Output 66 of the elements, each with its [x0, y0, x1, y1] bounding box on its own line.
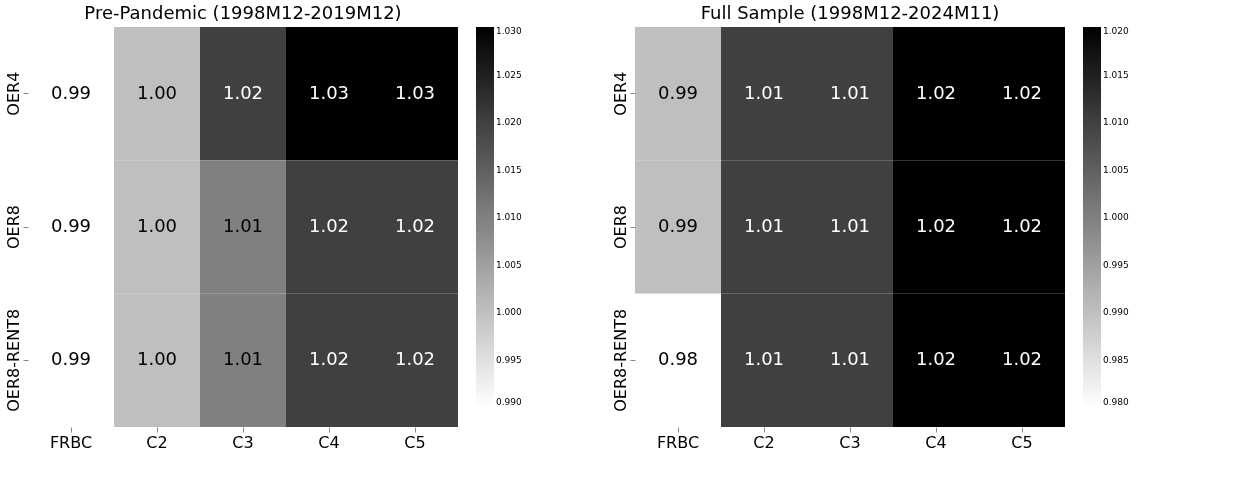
color-bar-label: 0.990 — [1103, 307, 1130, 317]
x-tick-label: C5 — [404, 432, 426, 452]
data-label: 0.99 — [50, 215, 92, 236]
data-label: 1.01 — [743, 215, 785, 236]
color-bar-label: 0.995 — [1103, 259, 1129, 270]
data-label: 1.00 — [136, 81, 178, 103]
data-label: 1.03 — [308, 81, 350, 103]
data-label: 1.01 — [743, 81, 785, 103]
data-label: 1.03 — [394, 81, 436, 103]
x-tick-label: C4 — [925, 432, 947, 452]
y-tick-label: OER8 — [610, 205, 630, 249]
data-label: 0.99 — [50, 348, 92, 370]
color-bar-label: 1.015 — [496, 164, 522, 175]
color-bar-label: 0.985 — [1103, 354, 1129, 365]
color-bar-label: 1.010 — [1103, 117, 1130, 127]
data-label: 1.02 — [308, 348, 350, 370]
color-bar-label: 1.005 — [1103, 164, 1129, 175]
y-tick-label: OER8 — [3, 205, 23, 249]
x-tick-label: FRBC — [656, 432, 700, 452]
x-tick-label: C3 — [232, 432, 254, 452]
x-tick-label: C5 — [1011, 432, 1033, 452]
x-tick-label: C2 — [753, 432, 775, 452]
data-label: 1.02 — [915, 215, 957, 236]
y-tick-label: OER8-RENT8 — [3, 308, 23, 412]
y-tick-label: OER4 — [610, 71, 630, 116]
data-label: 1.02 — [394, 215, 436, 236]
color-bar-label: 0.990 — [496, 397, 523, 407]
data-label: 0.98 — [657, 348, 699, 370]
data-label: 1.00 — [136, 215, 178, 236]
y-tick-label: OER4 — [3, 71, 23, 116]
data-label: 0.99 — [50, 81, 92, 103]
data-label: 1.01 — [829, 215, 871, 236]
data-label: 1.01 — [743, 348, 785, 370]
data-label: 1.02 — [394, 348, 436, 370]
data-label: 1.01 — [829, 81, 871, 103]
x-tick-label: C4 — [318, 432, 340, 452]
color-bar-label: 0.980 — [1103, 397, 1130, 407]
data-label: 1.01 — [222, 215, 264, 236]
x-tick-label: FRBC — [49, 432, 93, 452]
color-bar-label: 1.025 — [496, 69, 522, 80]
x-tick-label: C3 — [839, 432, 861, 452]
color-bar-label: 1.010 — [496, 212, 523, 222]
data-label: 1.01 — [829, 348, 871, 370]
data-label: 1.02 — [915, 348, 957, 370]
x-tick-label: C2 — [146, 432, 168, 452]
color-bar-label: 1.005 — [496, 259, 522, 270]
color-bar-label: 1.020 — [1103, 26, 1130, 36]
data-label: 1.02 — [1001, 215, 1043, 236]
data-label: 0.99 — [657, 215, 699, 236]
data-label: 1.00 — [136, 348, 178, 370]
data-label: 1.02 — [308, 215, 350, 236]
color-bar-label: 1.000 — [496, 307, 523, 317]
color-bar-label: 1.000 — [1103, 212, 1130, 222]
y-tick-label: OER8-RENT8 — [610, 308, 630, 412]
data-label: 1.02 — [1001, 81, 1043, 103]
data-label: 1.01 — [222, 348, 264, 370]
data-label: 1.02 — [1001, 348, 1043, 370]
color-bar-label: 1.030 — [496, 26, 523, 36]
color-bar-label: 1.015 — [1103, 69, 1129, 80]
chart-title: Pre-Pandemic (1998M12-2019M12) — [84, 2, 402, 23]
data-label: 0.99 — [657, 81, 699, 103]
data-label: 1.02 — [222, 81, 264, 103]
chart-title: Full Sample (1998M12-2024M11) — [700, 2, 1000, 23]
data-label: 1.02 — [915, 81, 957, 103]
color-bar-label: 0.995 — [496, 354, 522, 365]
color-bar-label: 1.020 — [496, 117, 523, 127]
